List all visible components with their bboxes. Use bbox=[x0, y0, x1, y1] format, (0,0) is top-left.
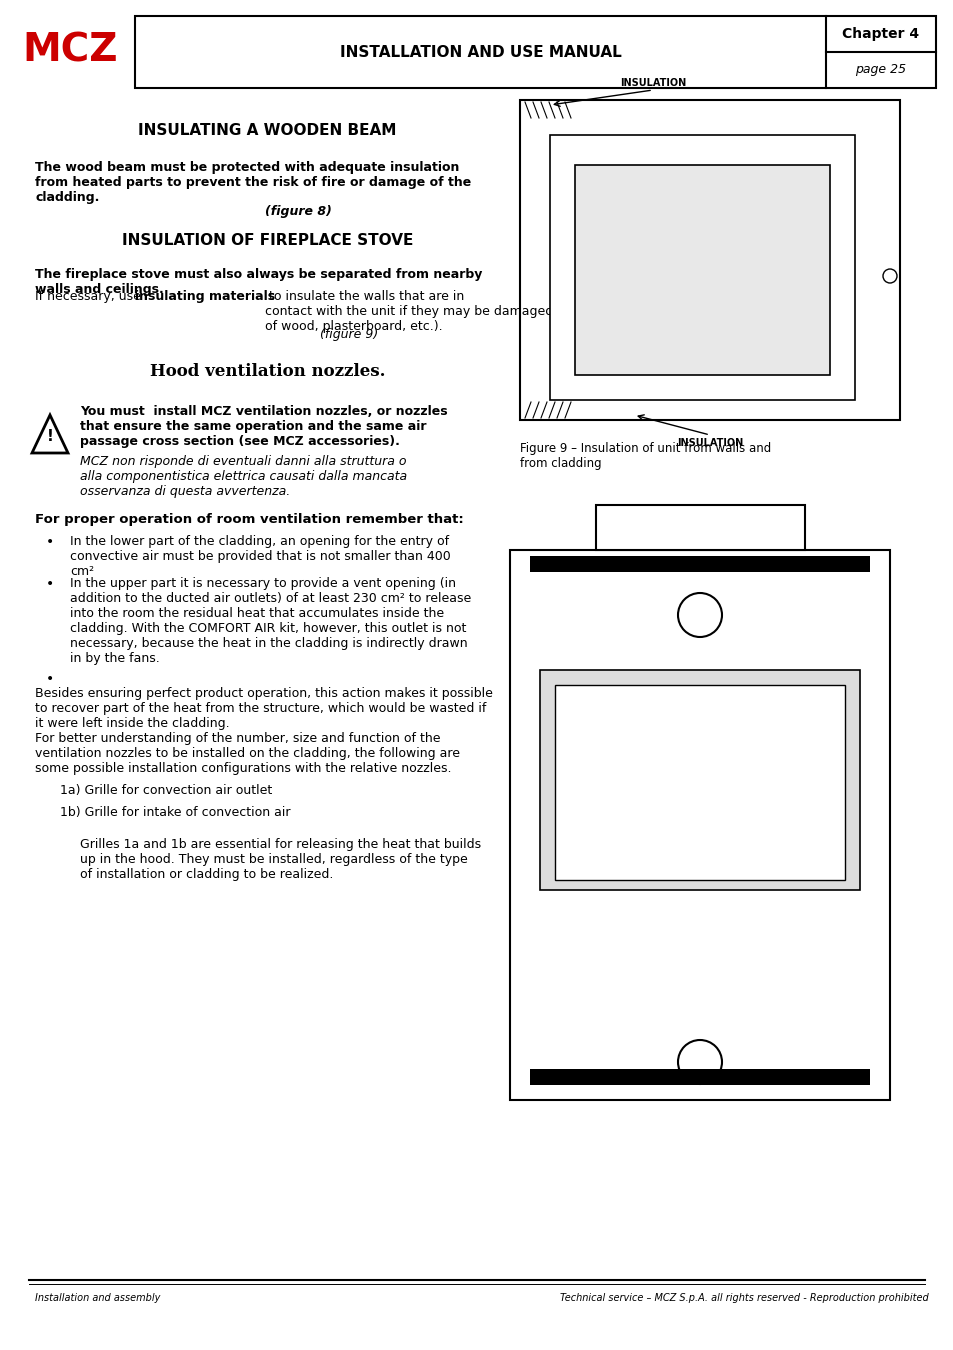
Bar bbox=[510, 549, 889, 1100]
Text: !: ! bbox=[47, 429, 53, 444]
Bar bbox=[595, 505, 803, 549]
Bar bbox=[519, 100, 899, 420]
Text: 1a) Grille for convection air outlet: 1a) Grille for convection air outlet bbox=[60, 784, 272, 796]
Bar bbox=[575, 165, 829, 375]
Bar bbox=[135, 16, 935, 88]
Text: •: • bbox=[46, 535, 54, 549]
Text: The fireplace stove must also always be separated from nearby
walls and ceilings: The fireplace stove must also always be … bbox=[35, 269, 482, 296]
Bar bbox=[555, 684, 844, 880]
Circle shape bbox=[882, 269, 896, 284]
Polygon shape bbox=[32, 414, 68, 454]
Text: Chapter 4: Chapter 4 bbox=[841, 27, 919, 40]
Text: INSULATION: INSULATION bbox=[619, 78, 685, 88]
Text: MCZ: MCZ bbox=[23, 32, 118, 70]
Text: 1b) Grille for intake of convection air: 1b) Grille for intake of convection air bbox=[60, 806, 291, 819]
Text: page 25: page 25 bbox=[855, 63, 905, 77]
Bar bbox=[539, 670, 859, 890]
Bar bbox=[530, 556, 869, 572]
Bar bbox=[550, 135, 854, 400]
Text: In the upper part it is necessary to provide a vent opening (in
addition to the : In the upper part it is necessary to pro… bbox=[70, 576, 471, 666]
Text: (figure 9): (figure 9) bbox=[319, 328, 377, 342]
Text: (figure 8): (figure 8) bbox=[265, 205, 332, 217]
Text: If necessary, use: If necessary, use bbox=[35, 290, 145, 302]
Text: INSULATION: INSULATION bbox=[677, 437, 742, 448]
Text: In the lower part of the cladding, an opening for the entry of
convective air mu: In the lower part of the cladding, an op… bbox=[70, 535, 450, 578]
Text: insulating materials: insulating materials bbox=[135, 290, 274, 302]
Text: Figure 9 – Insulation of unit from walls and
from cladding: Figure 9 – Insulation of unit from walls… bbox=[519, 441, 770, 470]
Bar bbox=[530, 1069, 869, 1085]
Text: Hood ventilation nozzles.: Hood ventilation nozzles. bbox=[150, 363, 385, 379]
Text: For proper operation of room ventilation remember that:: For proper operation of room ventilation… bbox=[35, 513, 463, 526]
Text: •: • bbox=[46, 576, 54, 591]
Text: INSULATING A WOODEN BEAM: INSULATING A WOODEN BEAM bbox=[138, 123, 396, 138]
Text: You must  install MCZ ventilation nozzles, or nozzles
that ensure the same opera: You must install MCZ ventilation nozzles… bbox=[80, 405, 447, 448]
Text: Technical service – MCZ S.p.A. all rights reserved - Reproduction prohibited: Technical service – MCZ S.p.A. all right… bbox=[559, 1293, 928, 1303]
Text: to insulate the walls that are in
contact with the unit if they may be damaged o: to insulate the walls that are in contac… bbox=[265, 290, 713, 333]
Text: Besides ensuring perfect product operation, this action makes it possible
to rec: Besides ensuring perfect product operati… bbox=[35, 687, 493, 730]
Text: MCZ non risponde di eventuali danni alla struttura o
alla componentistica elettr: MCZ non risponde di eventuali danni alla… bbox=[80, 455, 407, 498]
Circle shape bbox=[678, 1040, 721, 1084]
Text: For better understanding of the number, size and function of the
ventilation noz: For better understanding of the number, … bbox=[35, 732, 459, 775]
Text: •: • bbox=[46, 672, 54, 686]
Text: The wood beam must be protected with adequate insulation
from heated parts to pr: The wood beam must be protected with ade… bbox=[35, 161, 471, 204]
Text: Installation and assembly: Installation and assembly bbox=[35, 1293, 160, 1303]
Bar bbox=[18, 18, 123, 85]
Text: INSULATION OF FIREPLACE STOVE: INSULATION OF FIREPLACE STOVE bbox=[122, 234, 413, 248]
Text: INSTALLATION AND USE MANUAL: INSTALLATION AND USE MANUAL bbox=[339, 45, 620, 59]
Circle shape bbox=[678, 593, 721, 637]
Text: Grilles 1a and 1b are essential for releasing the heat that builds
up in the hoo: Grilles 1a and 1b are essential for rele… bbox=[80, 838, 480, 882]
